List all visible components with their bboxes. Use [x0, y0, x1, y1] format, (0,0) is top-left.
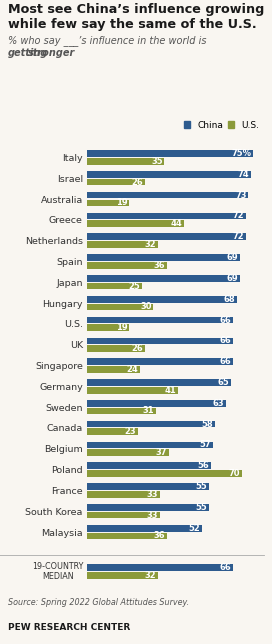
- Text: 30: 30: [140, 303, 152, 312]
- Bar: [87, 254, 240, 261]
- Bar: [87, 241, 158, 248]
- Bar: [87, 525, 202, 531]
- Text: 52: 52: [188, 524, 200, 533]
- Bar: [87, 408, 156, 414]
- Bar: [87, 325, 129, 331]
- Text: 74: 74: [237, 170, 249, 179]
- Bar: [87, 296, 237, 303]
- Text: 66: 66: [220, 336, 231, 345]
- Bar: [87, 512, 160, 518]
- Text: 26: 26: [131, 344, 143, 353]
- Text: while few say the same of the U.S.: while few say the same of the U.S.: [8, 18, 257, 31]
- Bar: [87, 483, 209, 490]
- Bar: [87, 213, 246, 220]
- Text: 41: 41: [164, 386, 176, 395]
- Bar: [87, 462, 211, 469]
- Text: 73: 73: [235, 191, 247, 200]
- Bar: [87, 470, 242, 477]
- Text: 70: 70: [228, 469, 240, 478]
- Text: 19: 19: [116, 323, 127, 332]
- Bar: [87, 275, 240, 281]
- Text: 37: 37: [156, 448, 167, 457]
- Bar: [87, 442, 213, 448]
- Bar: [87, 337, 233, 344]
- Text: 32: 32: [144, 571, 156, 580]
- Text: 75%: 75%: [231, 149, 251, 158]
- Text: 26: 26: [131, 178, 143, 187]
- Bar: [87, 234, 246, 240]
- Text: 66: 66: [220, 316, 231, 325]
- Text: 23: 23: [125, 428, 136, 436]
- Text: 33: 33: [147, 489, 158, 498]
- Text: 58: 58: [202, 420, 214, 429]
- Bar: [87, 421, 215, 428]
- Bar: [87, 200, 129, 206]
- Bar: [87, 283, 142, 289]
- Bar: [87, 387, 178, 393]
- Text: 24: 24: [126, 365, 138, 374]
- Text: 35: 35: [151, 156, 163, 166]
- Bar: [87, 572, 158, 579]
- Text: 19: 19: [116, 198, 127, 207]
- Bar: [87, 428, 138, 435]
- Bar: [87, 317, 233, 323]
- Bar: [87, 358, 233, 365]
- Text: 69: 69: [226, 253, 238, 262]
- Bar: [87, 179, 144, 185]
- Text: 66: 66: [220, 357, 231, 366]
- Bar: [87, 303, 153, 310]
- Bar: [87, 379, 231, 386]
- Bar: [87, 400, 226, 406]
- Text: PEW RESEARCH CENTER: PEW RESEARCH CENTER: [8, 623, 130, 632]
- Text: 44: 44: [171, 219, 183, 228]
- Text: 72: 72: [233, 211, 244, 220]
- Text: % who say ___’s influence in the world is: % who say ___’s influence in the world i…: [8, 35, 210, 46]
- Text: 25: 25: [129, 281, 141, 290]
- Bar: [87, 533, 166, 539]
- Bar: [87, 150, 253, 157]
- Text: 65: 65: [217, 378, 229, 387]
- Bar: [87, 504, 209, 511]
- Bar: [87, 450, 169, 456]
- Bar: [87, 171, 251, 178]
- Text: Most see China’s influence growing: Most see China’s influence growing: [8, 3, 265, 16]
- Text: stronger: stronger: [28, 48, 75, 58]
- Bar: [87, 192, 248, 198]
- Text: 69: 69: [226, 274, 238, 283]
- Bar: [87, 158, 164, 165]
- Text: 66: 66: [220, 564, 231, 573]
- Bar: [87, 220, 184, 227]
- Text: 33: 33: [147, 511, 158, 520]
- Text: getting: getting: [8, 48, 48, 58]
- Bar: [87, 262, 166, 269]
- Text: 31: 31: [142, 406, 154, 415]
- Text: 32: 32: [144, 240, 156, 249]
- Text: 55: 55: [195, 503, 207, 512]
- Bar: [87, 491, 160, 498]
- Bar: [87, 366, 140, 373]
- Text: 36: 36: [153, 531, 165, 540]
- Text: 56: 56: [197, 461, 209, 470]
- Text: 36: 36: [153, 261, 165, 270]
- Text: 72: 72: [233, 232, 244, 242]
- Text: 57: 57: [200, 440, 211, 450]
- Text: 63: 63: [213, 399, 224, 408]
- Text: 19-COUNTRY
MEDIAN: 19-COUNTRY MEDIAN: [32, 562, 84, 582]
- Bar: [87, 345, 144, 352]
- Text: 55: 55: [195, 482, 207, 491]
- Bar: [87, 564, 233, 571]
- Text: 68: 68: [224, 295, 236, 304]
- Text: Source: Spring 2022 Global Attitudes Survey.: Source: Spring 2022 Global Attitudes Sur…: [8, 598, 189, 607]
- Legend: China, U.S.: China, U.S.: [184, 120, 259, 129]
